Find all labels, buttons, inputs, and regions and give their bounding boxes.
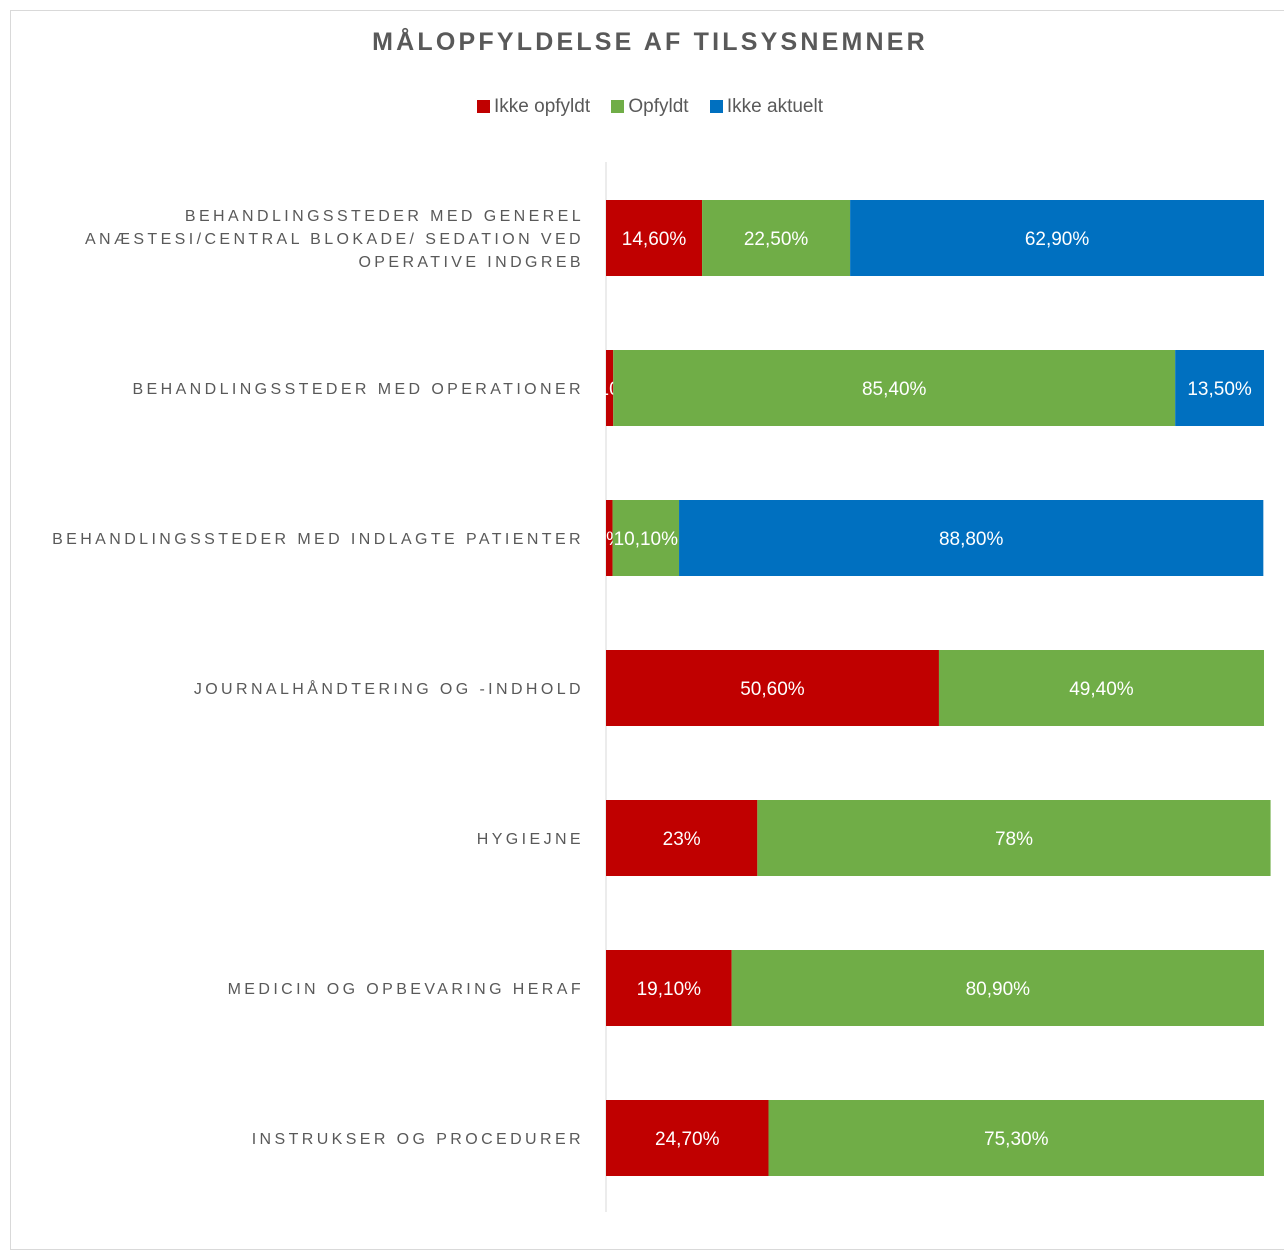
data-label: 85,40% xyxy=(862,379,927,400)
data-label: 14,60% xyxy=(622,229,687,250)
data-label: 24,70% xyxy=(655,1129,720,1150)
data-label: 88,80% xyxy=(939,529,1004,550)
data-label: 10,10% xyxy=(614,529,679,550)
data-label: 80,90% xyxy=(966,979,1031,1000)
data-label: 75,30% xyxy=(984,1129,1049,1150)
category-label: BEHANDLINGSSTEDER MED OPERATIONER xyxy=(132,381,584,398)
category-label: JOURNALHÅNDTERING OG -INDHOLD xyxy=(194,679,584,698)
category-label: ANÆSTESI/CENTRAL BLOKADE/ SEDATION VED xyxy=(85,231,584,248)
data-label: 50,60% xyxy=(740,679,805,700)
data-label: 23% xyxy=(663,829,701,850)
category-label: INSTRUKSER OG PROCEDURER xyxy=(252,1131,584,1148)
data-label: 62,90% xyxy=(1025,229,1090,250)
category-label: MEDICIN OG OPBEVARING HERAF xyxy=(228,981,584,998)
data-label: 78% xyxy=(995,829,1033,850)
category-label: OPERATIVE INDGREB xyxy=(358,254,584,271)
data-label: 22,50% xyxy=(744,229,809,250)
data-label: 19,10% xyxy=(637,979,702,1000)
category-label: BEHANDLINGSSTEDER MED INDLAGTE PATIENTER xyxy=(52,531,584,548)
data-label: 13,50% xyxy=(1187,379,1252,400)
category-label: HYGIEJNE xyxy=(477,831,584,848)
data-label: 49,40% xyxy=(1069,679,1134,700)
category-label: BEHANDLINGSSTEDER MED GENEREL xyxy=(185,208,584,225)
